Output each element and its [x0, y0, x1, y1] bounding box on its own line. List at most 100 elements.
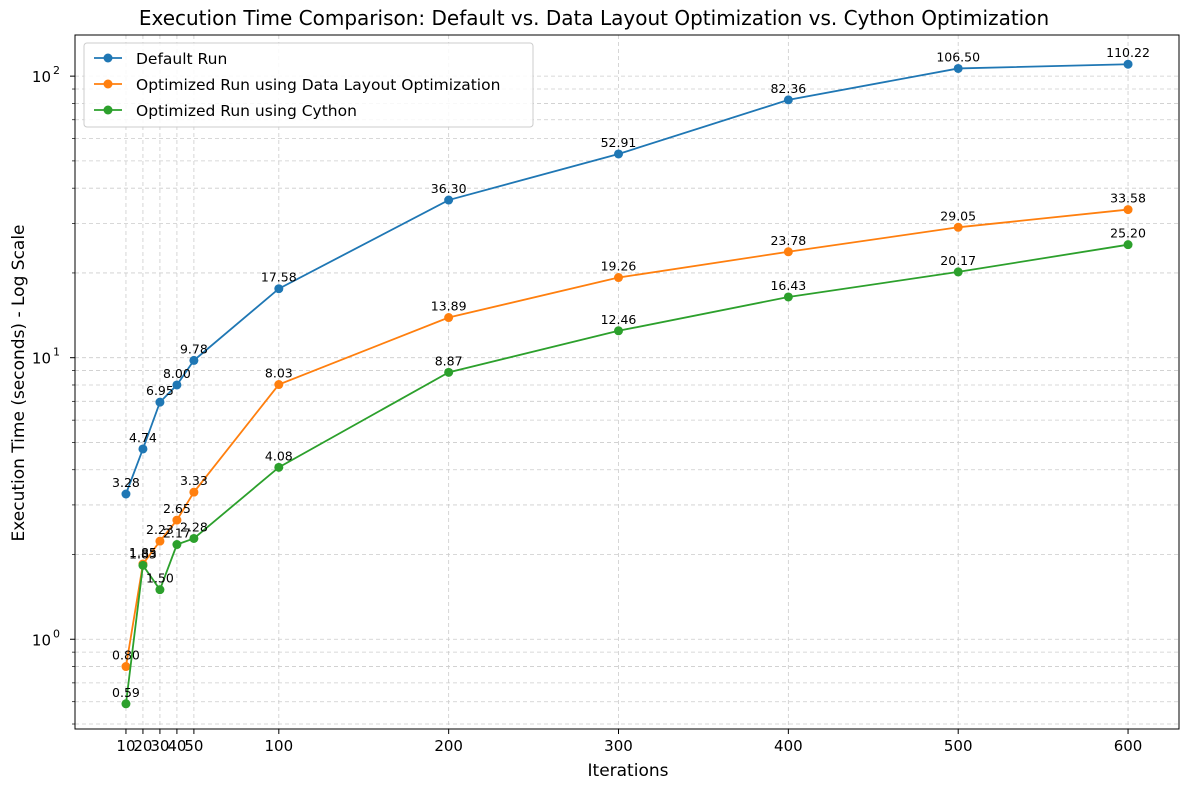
- y-axis-label: Execution Time (seconds) - Log Scale: [9, 224, 29, 541]
- data-point: [783, 247, 793, 257]
- data-label: 3.33: [180, 473, 208, 488]
- data-point: [172, 540, 182, 550]
- data-point: [138, 444, 148, 454]
- data-label: 4.74: [129, 430, 157, 445]
- x-tick-label: 20: [133, 737, 152, 755]
- y-tick-label: 10: [32, 631, 51, 649]
- data-label: 3.28: [112, 475, 140, 490]
- x-tick-label: 300: [604, 737, 633, 755]
- data-label: 106.50: [936, 49, 980, 64]
- data-label: 52.91: [601, 135, 637, 150]
- data-label: 1.85: [129, 545, 157, 560]
- data-label: 13.89: [431, 299, 467, 314]
- legend-label: Optimized Run using Data Layout Optimiza…: [136, 76, 500, 94]
- data-label: 9.78: [180, 341, 208, 356]
- x-tick-label: 200: [434, 737, 463, 755]
- legend-swatch-marker: [103, 105, 113, 115]
- x-tick-label: 10: [116, 737, 135, 755]
- legend-item: Optimized Run using Cython: [94, 102, 357, 120]
- data-label: 6.95: [146, 383, 174, 398]
- legend-label: Optimized Run using Cython: [136, 102, 357, 120]
- legend-swatch-marker: [103, 79, 113, 89]
- legend-item: Optimized Run using Data Layout Optimiza…: [94, 76, 500, 94]
- data-point: [614, 149, 624, 159]
- data-label: 82.36: [770, 81, 806, 96]
- data-label: 33.58: [1110, 191, 1146, 206]
- data-label: 110.22: [1106, 45, 1150, 60]
- series-3: 0.59 1.83 1.50 2.172.28 4.08 8.87 12.46 16.43 20…: [112, 226, 1146, 709]
- data-label: 19.26: [601, 259, 637, 274]
- data-point: [614, 326, 624, 336]
- chart-title: Execution Time Comparison: Default vs. D…: [139, 6, 1049, 30]
- data-label: 12.46: [601, 312, 637, 327]
- legend-box: [83, 42, 534, 128]
- data-label: 8.00: [163, 366, 191, 381]
- data-point: [444, 367, 454, 377]
- data-point: [953, 222, 963, 232]
- data-point: [953, 267, 963, 277]
- y-tick-label: 10: [32, 68, 51, 86]
- data-point: [121, 699, 131, 709]
- data-point: [155, 536, 165, 546]
- data-point: [1123, 240, 1133, 250]
- data-point: [274, 462, 284, 472]
- y-tick-label: 10: [32, 350, 51, 368]
- data-label: 2.17: [163, 526, 191, 541]
- data-label: 2.65: [163, 501, 191, 516]
- data-label: 23.78: [770, 233, 806, 248]
- x-tick-label: 40: [167, 737, 186, 755]
- data-label: 2.28: [180, 519, 208, 534]
- data-label: 1.50: [146, 571, 174, 586]
- data-label: 8.03: [265, 366, 293, 381]
- data-label: 25.20: [1110, 226, 1146, 241]
- data-point: [783, 292, 793, 302]
- data-point: [189, 533, 199, 543]
- legend-label: Default Run: [136, 50, 227, 68]
- data-label: 1.83: [129, 546, 157, 561]
- data-point: [274, 284, 284, 294]
- y-tick-exponent: 1: [53, 346, 60, 359]
- x-tick-label: 50: [184, 737, 203, 755]
- data-point: [444, 313, 454, 323]
- legend-item: Default Run: [94, 50, 227, 68]
- data-point: [172, 380, 182, 390]
- data-point: [138, 560, 148, 570]
- series-1: 3.28 4.74 6.95 8.00 9.78 17.58 36.30 52.91 82.36…: [112, 45, 1150, 499]
- data-label: 0.80: [112, 648, 140, 663]
- x-tick-label: 500: [944, 737, 973, 755]
- data-point: [1123, 59, 1133, 69]
- data-label: 2.23: [146, 522, 174, 537]
- y-tick-exponent: 0: [53, 627, 60, 640]
- data-label: 20.17: [940, 253, 976, 268]
- x-tick-label: 400: [774, 737, 803, 755]
- data-label: 17.58: [261, 270, 297, 285]
- data-point: [274, 380, 284, 390]
- data-point: [121, 662, 131, 672]
- data-label: 0.59: [112, 685, 140, 700]
- data-label: 36.30: [431, 181, 467, 196]
- data-point: [953, 63, 963, 73]
- plot-frame: [74, 34, 1180, 730]
- data-label: 16.43: [770, 278, 806, 293]
- data-label: 29.05: [940, 208, 976, 223]
- data-point: [614, 273, 624, 283]
- data-point: [189, 487, 199, 497]
- data-point: [121, 489, 131, 499]
- data-point: [155, 397, 165, 407]
- data-label: 4.08: [265, 448, 293, 463]
- data-label: 8.87: [435, 353, 463, 368]
- legend: Default Run Optimized Run using Data Layo…: [83, 42, 534, 128]
- legend-swatch-marker: [103, 53, 113, 63]
- data-point: [1123, 205, 1133, 215]
- x-axis-label: Iterations: [588, 761, 669, 781]
- data-point: [783, 95, 793, 105]
- series-group: 3.28 4.74 6.95 8.00 9.78 17.58 36.30 52.91 82.36…: [112, 45, 1150, 709]
- series-2: 0.80 1.85 2.23 2.65 3.33 8.03 13.89 19.26 23.78 2…: [112, 191, 1146, 672]
- data-point: [444, 195, 454, 205]
- data-point: [189, 355, 199, 365]
- x-tick-label: 30: [150, 737, 169, 755]
- x-tick-label: 600: [1114, 737, 1143, 755]
- y-tick-exponent: 2: [53, 64, 60, 77]
